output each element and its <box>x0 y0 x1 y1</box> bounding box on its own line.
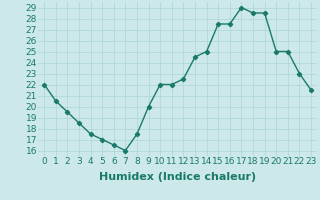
X-axis label: Humidex (Indice chaleur): Humidex (Indice chaleur) <box>99 172 256 182</box>
